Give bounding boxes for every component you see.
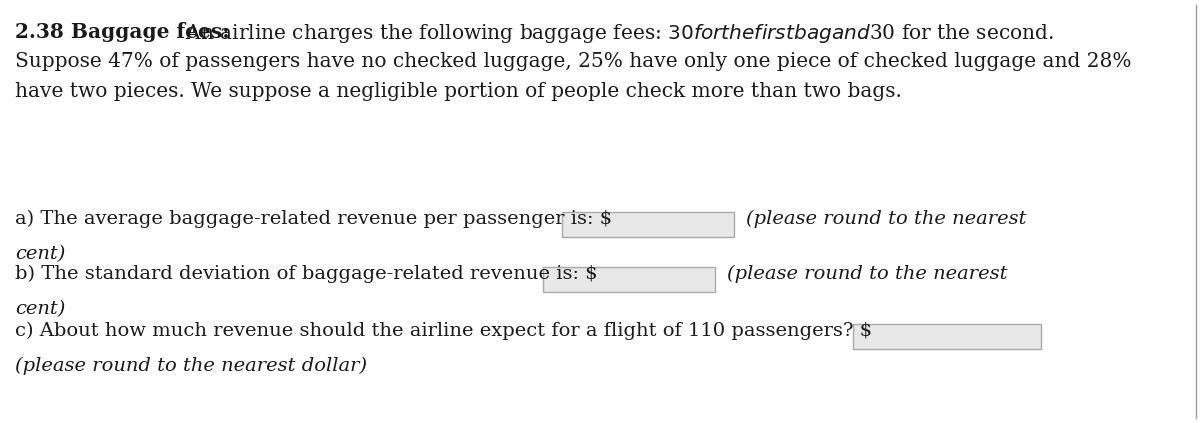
Text: 2.38 Baggage fees:: 2.38 Baggage fees: bbox=[14, 22, 229, 42]
Text: (please round to the nearest: (please round to the nearest bbox=[746, 210, 1026, 228]
Bar bbox=[542, 267, 715, 292]
Text: cent): cent) bbox=[14, 245, 65, 263]
Text: b) The standard deviation of baggage-related revenue is: $: b) The standard deviation of baggage-rel… bbox=[14, 265, 598, 283]
Text: Suppose 47% of passengers have no checked luggage, 25% have only one piece of ch: Suppose 47% of passengers have no checke… bbox=[14, 52, 1132, 71]
Text: have two pieces. We suppose a negligible portion of people check more than two b: have two pieces. We suppose a negligible… bbox=[14, 82, 902, 101]
Bar bbox=[853, 324, 1042, 349]
Text: (please round to the nearest: (please round to the nearest bbox=[727, 265, 1008, 283]
Text: (please round to the nearest dollar): (please round to the nearest dollar) bbox=[14, 357, 367, 375]
Bar bbox=[562, 212, 734, 237]
Text: c) About how much revenue should the airline expect for a flight of 110 passenge: c) About how much revenue should the air… bbox=[14, 322, 872, 340]
Text: a) The average baggage-related revenue per passenger is: $: a) The average baggage-related revenue p… bbox=[14, 210, 612, 228]
Text: An airline charges the following baggage fees: $30 for the first bag and $30 for: An airline charges the following baggage… bbox=[173, 22, 1054, 45]
Text: cent): cent) bbox=[14, 300, 65, 318]
